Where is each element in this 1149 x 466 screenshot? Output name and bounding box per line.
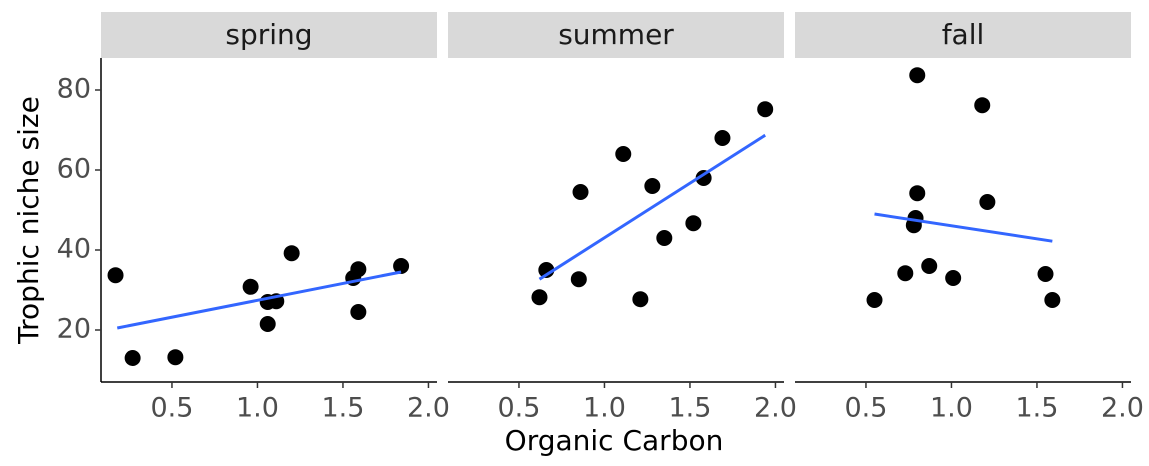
point	[897, 265, 914, 282]
x-tick-label: 2.0	[407, 393, 450, 424]
y-tick-label: 60	[57, 154, 91, 185]
point	[167, 349, 184, 366]
strip-label: fall	[942, 18, 985, 51]
x-tick-label: 1.5	[668, 393, 711, 424]
point	[632, 291, 649, 308]
point	[1037, 266, 1054, 282]
strip	[795, 12, 1131, 58]
point	[259, 316, 276, 332]
x-tick-label: 1.0	[236, 393, 279, 424]
point	[393, 258, 410, 274]
point	[615, 146, 632, 162]
x-tick-label: 1.0	[930, 393, 973, 424]
x-tick-label: 0.5	[497, 393, 540, 424]
point	[656, 230, 673, 246]
point	[644, 178, 661, 194]
x-tick-label: 1.0	[583, 393, 626, 424]
strip-label: spring	[225, 18, 312, 51]
x-tick-label: 2.0	[754, 393, 797, 424]
fit-line	[116, 270, 402, 330]
point	[1044, 292, 1061, 308]
point	[945, 270, 962, 286]
point	[350, 261, 367, 278]
point	[685, 215, 702, 232]
y-tick-label: 20	[57, 314, 91, 345]
point	[283, 245, 300, 262]
fit-line	[538, 133, 766, 281]
point	[695, 170, 712, 186]
x-tick-label: 0.5	[150, 393, 193, 424]
strip	[101, 12, 437, 58]
fit-line	[874, 212, 1053, 243]
y-axis-title: Trophic niche size	[12, 96, 45, 345]
x-tick-label: 2.0	[1101, 393, 1144, 424]
x-tick-label: 1.5	[321, 393, 364, 424]
point	[242, 278, 259, 295]
point	[570, 271, 587, 288]
point	[757, 101, 774, 118]
strip-label: summer	[558, 18, 674, 51]
point	[107, 267, 124, 284]
x-tick-label: 1.5	[1015, 393, 1058, 424]
point	[974, 97, 991, 114]
point	[531, 289, 548, 306]
x-axis-title: Organic Carbon	[505, 424, 724, 457]
point	[979, 194, 996, 210]
y-tick-label: 40	[57, 234, 91, 265]
point	[714, 130, 731, 146]
point	[921, 258, 938, 274]
point	[572, 184, 589, 200]
point	[350, 304, 367, 320]
point	[909, 185, 926, 202]
point	[866, 292, 883, 308]
y-tick-label: 80	[57, 74, 91, 105]
point	[124, 350, 141, 366]
point	[909, 67, 926, 84]
strip	[448, 12, 784, 58]
x-tick-label: 0.5	[844, 393, 887, 424]
